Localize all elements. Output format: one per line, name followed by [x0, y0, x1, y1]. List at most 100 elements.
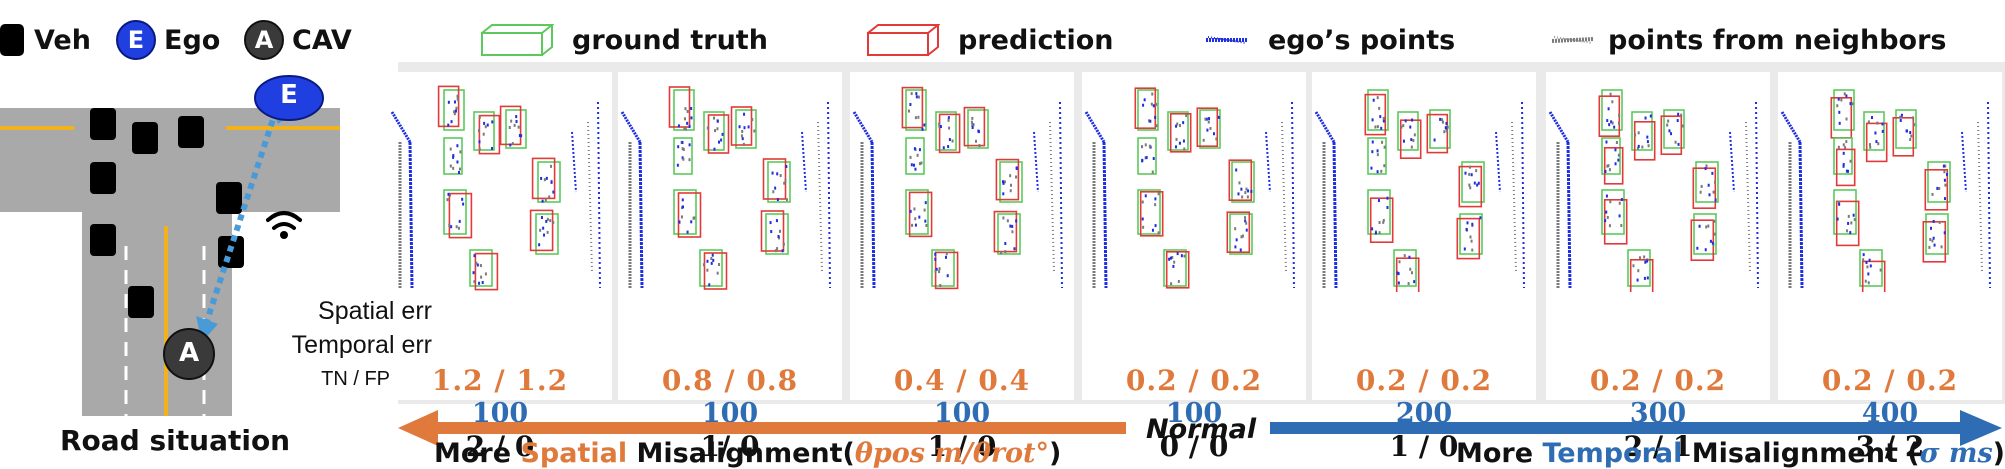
ground-truth-box: [1601, 89, 1623, 131]
ego-badge-icon: E: [116, 20, 156, 60]
spatial-arrow: [398, 410, 1126, 446]
temporal-caption-math: σ ms: [1919, 438, 1993, 469]
point-cloud-panel: 0.8 / 0.8 100 1/ 0: [618, 72, 842, 463]
cav-vehicle-icon: [163, 328, 215, 380]
ground-truth-box: [931, 249, 955, 287]
temporal-caption-more: More: [1456, 438, 1543, 469]
ground-truth-box: [1693, 213, 1717, 255]
prediction-box: [1690, 219, 1715, 261]
ground-truth-box: [905, 89, 927, 131]
vertical-road: [82, 166, 232, 416]
ground-truth-box: [443, 89, 465, 131]
prediction-box: [938, 113, 961, 154]
vehicle-icon: [128, 286, 154, 318]
tn-fp-value: 1 / 0: [1389, 430, 1459, 463]
ground-truth-box: [535, 213, 559, 255]
prediction-box: [1369, 197, 1394, 243]
ground-truth-box: [1231, 161, 1255, 203]
legend-ego-points: ego’s points: [1204, 18, 1455, 62]
legend-cav: A CAV: [244, 18, 352, 62]
ground-truth-box: [1859, 249, 1883, 287]
vehicle-icon: [216, 182, 242, 214]
ground-truth-box: [673, 189, 697, 235]
prediction-box: [668, 86, 691, 128]
point-cloud-panel: 0.2 / 0.2 200 1 / 0: [1312, 72, 1536, 463]
ego-vehicle-icon: [254, 75, 324, 121]
road-situation-caption: Road situation: [60, 424, 291, 457]
prediction-box: [1399, 119, 1422, 160]
ground-truth-box: [1833, 137, 1853, 175]
ground-truth-box: [1927, 161, 1951, 203]
prediction-box: [707, 114, 730, 154]
legend-neighbor-points-label: points from neighbors: [1608, 24, 1947, 56]
point-cloud-view: [1314, 89, 1525, 295]
spatial-caption-close: ): [1049, 438, 1062, 469]
temporal-caption-mid: Misalignment (: [1682, 438, 1920, 469]
ground-truth-box: [1397, 111, 1419, 151]
temporal-caption-close: ): [1992, 438, 2005, 469]
legend-prediction-label: prediction: [958, 24, 1114, 56]
ground-truth-box: [1137, 137, 1157, 175]
ground-truth-box: [1367, 89, 1389, 131]
point-cloud-panel: 0.4 / 0.4 100 1 / 0: [850, 72, 1074, 463]
prediction-box: [1660, 115, 1683, 156]
row-label-temporal: Temporal err: [291, 331, 432, 359]
vehicle-square-icon: [0, 24, 24, 56]
misalignment-axis: [398, 410, 2002, 446]
prediction-box: [1892, 116, 1915, 157]
prediction-box: [1924, 169, 1949, 211]
ground-truth-box: [905, 189, 929, 235]
red-box-icon: [867, 24, 940, 56]
prediction-box: [677, 192, 702, 238]
row-label-tnfp: TN / FP: [321, 368, 390, 390]
prediction-box: [1603, 147, 1624, 185]
ground-truth-box: [673, 137, 693, 175]
wifi-icon: [266, 211, 302, 230]
legend-neighbor-points: points from neighbors: [1550, 18, 1946, 62]
ground-truth-box: [1663, 109, 1685, 149]
prediction-box: [499, 105, 522, 146]
prediction-box: [1835, 200, 1860, 247]
ground-truth-box: [699, 249, 723, 287]
point-cloud-view: [1780, 89, 1991, 299]
vehicle-icon: [90, 108, 116, 140]
ground-truth-box: [1833, 89, 1855, 131]
ground-truth-box: [1925, 213, 1949, 255]
point-cloud-panel: 1.2 / 1.2 100 2 / 0: [388, 72, 612, 463]
row-label-spatial: Spatial err: [318, 297, 432, 325]
prediction-box: [703, 252, 728, 290]
ground-truth-box: [1367, 137, 1387, 175]
tn-fp-value: 1/ 0: [700, 430, 760, 463]
ground-truth-box: [1461, 161, 1485, 203]
prediction-box: [531, 157, 556, 200]
ground-truth-box: [1199, 109, 1221, 149]
vehicle-icon: [132, 122, 158, 154]
prediction-box: [995, 158, 1020, 201]
prediction-box: [1835, 148, 1856, 187]
legend-ground-truth: ground truth: [480, 18, 768, 62]
ground-truth-box: [765, 213, 789, 255]
spatial-axis-caption: More Spatial Misalignment(θpos m/θrot°): [434, 438, 1061, 469]
point-cloud-view: [620, 86, 831, 290]
prediction-box: [1228, 159, 1253, 201]
ground-truth-box: [673, 89, 695, 131]
point-cloud-panel: 0.2 / 0.2 300 2 / 1: [1546, 72, 1770, 463]
cav-road-badge: A: [178, 338, 200, 368]
temporal-arrow: [1270, 410, 2002, 446]
ground-truth-box: [767, 161, 791, 203]
prediction-box: [529, 209, 554, 252]
legend-cav-label: CAV: [292, 24, 352, 56]
point-cloud-view: [1084, 87, 1295, 289]
tn-fp-value: 0 / 0: [1159, 430, 1229, 463]
ground-truth-box: [967, 109, 989, 149]
temporal-axis-caption: More Temporal Misalignment (σ ms): [1456, 438, 2005, 469]
gray-points-icon: [1551, 36, 1595, 44]
prediction-box: [730, 106, 753, 146]
prediction-box: [762, 158, 787, 200]
prediction-box: [1426, 113, 1449, 154]
prediction-box: [448, 192, 473, 239]
prediction-box: [1692, 167, 1717, 209]
ground-truth-box: [1393, 249, 1417, 287]
ground-truth-box: [1459, 213, 1483, 255]
spatial-error-value: 0.4 / 0.4: [893, 364, 1031, 397]
